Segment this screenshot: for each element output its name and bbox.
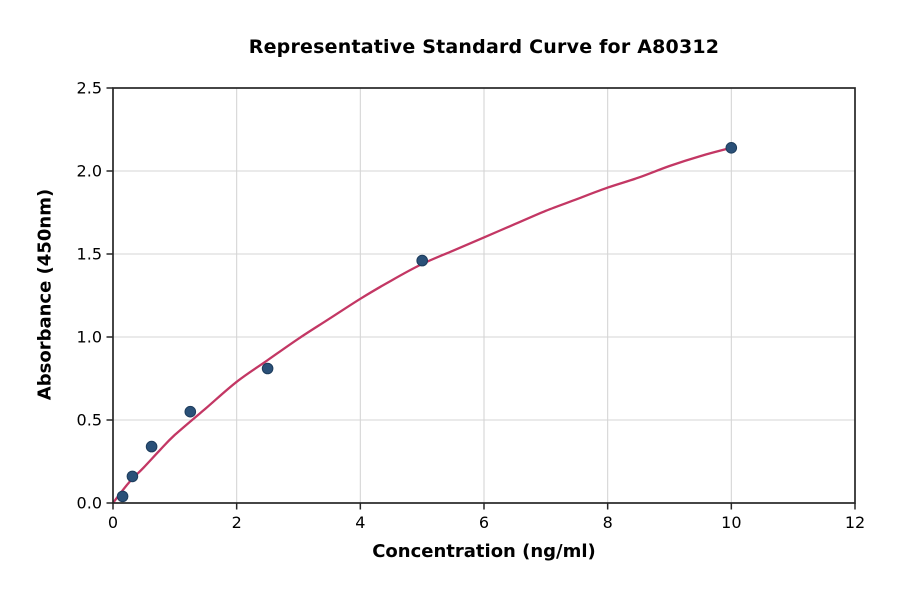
y-tick-label: 0.5 [77,411,102,430]
data-point [184,405,197,418]
y-tick-label: 1.0 [77,328,102,347]
x-axis-label: Concentration (ng/ml) [372,541,596,562]
fit-curve [111,146,733,505]
data-points [116,142,738,503]
data-point [116,490,129,503]
chart-title: Representative Standard Curve for A80312 [248,36,720,58]
data-point [145,440,158,453]
y-tick-label: 0.0 [77,494,102,513]
gridlines [113,88,855,503]
x-tick-labels: 0 2 4 6 8 10 12 [108,513,865,532]
y-tick-label: 2.0 [77,162,102,181]
data-point [261,362,274,375]
x-tick-label: 12 [845,513,865,532]
y-tick-label: 2.5 [77,79,102,98]
standard-curve-line [111,146,733,505]
y-tick-labels: 0.0 0.5 1.0 1.5 2.0 2.5 [77,79,102,513]
y-tick-label: 1.5 [77,245,102,264]
x-tick-label: 2 [232,513,242,532]
data-point [416,254,429,267]
x-tick-label: 0 [108,513,118,532]
x-tick-label: 10 [721,513,741,532]
data-point [725,142,738,154]
x-tick-label: 4 [355,513,365,532]
x-tick-label: 8 [603,513,613,532]
tick-marks [106,87,856,510]
x-tick-label: 6 [479,513,489,532]
data-point [126,470,139,483]
